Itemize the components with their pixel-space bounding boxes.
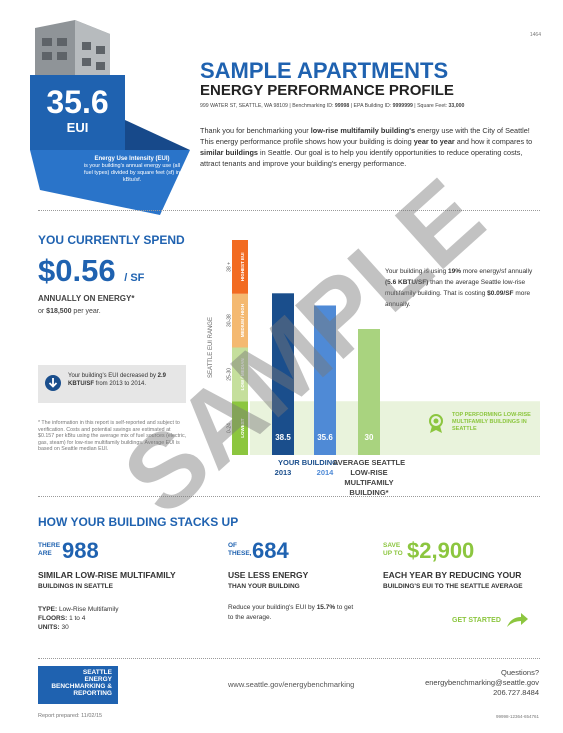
stat-subtitle: THAN YOUR BUILDING xyxy=(228,583,300,590)
bar-value-label: 35.6 xyxy=(317,433,333,442)
stat-number: $2,900 xyxy=(407,538,474,564)
bar xyxy=(272,293,294,455)
stat-prefix: SAVE UP TO xyxy=(383,542,407,558)
text: more energy/sf annually xyxy=(461,268,532,275)
text: Your building is using xyxy=(385,268,448,275)
stat-prefix: THERE ARE xyxy=(38,542,62,558)
fact-value: 1 to 4 xyxy=(69,615,85,622)
fact: UNITS: 30 xyxy=(38,623,119,632)
get-started-arrow[interactable] xyxy=(505,611,529,629)
phone: 206.727.8484 xyxy=(425,688,539,698)
range-axis-label: SEATTLE EUI RANGE xyxy=(208,317,214,378)
fact-label: TYPE: xyxy=(38,606,59,613)
band-range: 38 + xyxy=(226,262,232,272)
band-range: 30-38 xyxy=(226,314,232,327)
emphasis: 15.7% xyxy=(317,604,335,611)
fact-label: UNITS: xyxy=(38,624,61,631)
stacks-heading: HOW YOUR BUILDING STACKS UP xyxy=(38,515,238,529)
get-started[interactable]: GET STARTED xyxy=(452,617,501,624)
fact-label: FLOORS: xyxy=(38,615,69,622)
stat-number: 684 xyxy=(252,538,289,564)
emphasis: $0.09/SF xyxy=(487,290,513,297)
separator xyxy=(38,658,540,659)
fact: FLOORS: 1 to 4 xyxy=(38,614,119,623)
logo-line: REPORTING xyxy=(38,690,112,697)
band-range: 0-24 xyxy=(226,423,232,433)
stat-title: EACH YEAR BY REDUCING YOUR xyxy=(383,570,521,580)
contact: Questions? energybenchmarking@seattle.go… xyxy=(425,668,539,698)
email[interactable]: energybenchmarking@seattle.gov xyxy=(425,678,539,688)
questions: Questions? xyxy=(425,668,539,678)
band-range: 25-30 xyxy=(226,368,232,381)
stat-title: USE LESS ENERGY xyxy=(228,570,308,580)
url[interactable]: www.seattle.gov/energybenchmarking xyxy=(228,680,354,689)
bar-value-label: 38.5 xyxy=(275,433,291,442)
reduce-text: Reduce your building's EUI by 15.7% to g… xyxy=(228,603,358,623)
fact-value: Low-Rise Multifamily xyxy=(59,606,119,613)
emphasis: 19% xyxy=(448,268,461,275)
band-label: LOW / MEDIAN xyxy=(240,358,245,390)
award-dot xyxy=(434,419,439,424)
top-performer-label: TOP PERFORMING LOW-RISE MULTIFAMILY BUIL… xyxy=(452,412,540,433)
comparison: Your building is using 19% more energy/s… xyxy=(385,266,535,310)
category-label: 2013 xyxy=(267,468,299,477)
logo-line: ENERGY xyxy=(38,676,112,683)
separator xyxy=(38,496,540,497)
text: Reduce your building's EUI by xyxy=(228,604,317,611)
category-label: AVERAGE SEATTLE LOW-RISE MULTIFAMILY BUI… xyxy=(326,458,412,498)
band-label: HIGHEST EUI xyxy=(240,252,245,281)
band-label: LOWEST xyxy=(240,418,245,437)
report-code: 99998-12364-654761 xyxy=(496,714,539,719)
stat-subtitle: BUILDINGS IN SEATTLE xyxy=(38,583,113,590)
fact: TYPE: Low-Rise Multifamily xyxy=(38,605,119,614)
prepared: Report prepared: 11/02/15 xyxy=(38,713,102,719)
logo-line: SEATTLE xyxy=(38,669,112,676)
band-label: MEDIUM / HIGH xyxy=(240,304,245,337)
stat-number: 988 xyxy=(62,538,99,564)
emphasis: (5.6 KBTU/SF) xyxy=(385,279,428,286)
stat-subtitle: BUILDING'S EUI TO THE SEATTLE AVERAGE xyxy=(383,583,523,590)
page: 1464 35.6 EUI Energy Use Intensity (EUI)… xyxy=(0,0,563,733)
stat-prefix: OF THESE, xyxy=(228,542,252,558)
bar-value-label: 30 xyxy=(365,433,374,442)
fact-value: 30 xyxy=(61,624,68,631)
stat-title: SIMILAR LOW-RISE MULTIFAMILY xyxy=(38,570,176,580)
logo-line: BENCHMARKING & xyxy=(38,683,112,690)
